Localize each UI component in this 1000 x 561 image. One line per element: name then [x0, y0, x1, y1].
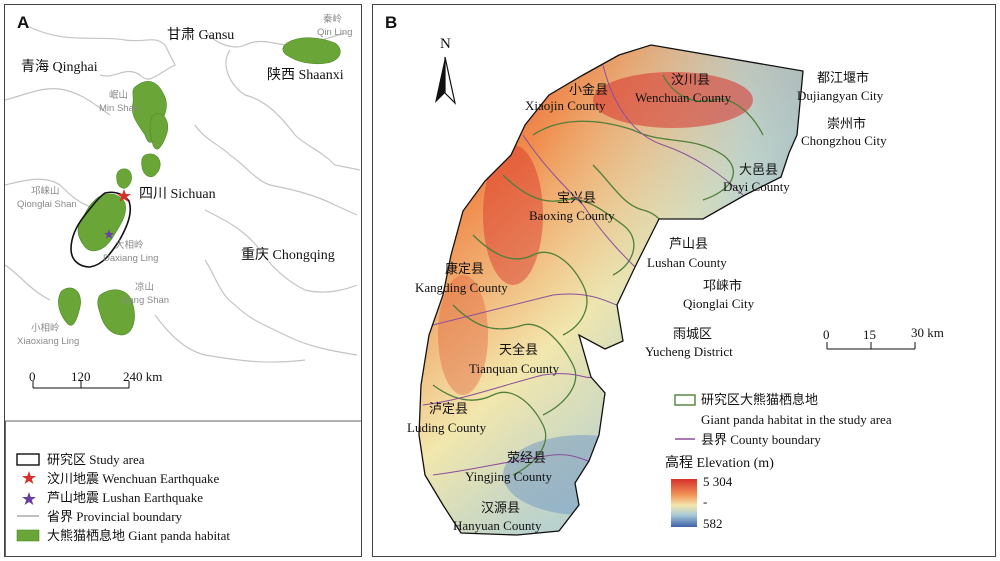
legend-lushan-label: 芦山地震 Lushan Earthquake [47, 490, 203, 505]
label-daxiangling-en: Daxiang Ling [103, 253, 159, 264]
county-label-cn: 天全县 [499, 342, 539, 357]
county-label-cn: 汉源县 [481, 500, 521, 515]
county-label-en: Qionglai City [683, 296, 755, 311]
label-sichuan: 四川 Sichuan [139, 187, 216, 202]
overview-map-svg [5, 24, 361, 556]
county-label-en: Dujiangyan City [797, 88, 884, 103]
label-liangshan-cn: 凉山 [135, 282, 155, 293]
panel-b-label: B [385, 13, 398, 32]
county-label-cn: 芦山县 [669, 236, 709, 251]
scalebar-a-0: 0 [29, 369, 36, 384]
panel-b-study-area-map: B N 小金县 Xiaojin County 汶川县 Wenchuan Coun… [372, 4, 996, 557]
county-label-cn: 康定县 [445, 261, 485, 276]
legend-elevation-title: 高程 Elevation (m) [665, 456, 774, 471]
county-label-en: Kangding County [415, 280, 508, 295]
county-label-cn: 邛崃市 [703, 278, 743, 293]
scalebar-a-120: 120 [71, 369, 91, 384]
county-label-cn: 小金县 [569, 82, 609, 97]
legend-boundary-label: 省界 Provincial boundary [47, 509, 183, 524]
county-label-en: Yucheng District [645, 344, 733, 359]
scalebar-b-0: 0 [823, 327, 830, 342]
panel-a-label: A [17, 13, 30, 32]
county-label-en: Chongzhou City [801, 133, 887, 148]
legend-lushan-star-icon [22, 492, 36, 505]
scalebar-b [826, 342, 916, 350]
elevation-legend-ramp [671, 479, 697, 527]
label-shaanxi: 陕西 Shaanxi [267, 68, 344, 83]
county-label-en: Dayi County [723, 179, 790, 194]
north-arrow-icon [435, 56, 457, 105]
legend-a-frame [5, 420, 361, 556]
legend-study-area-swatch [16, 453, 40, 466]
label-daxiangling-cn: 大相岭 [115, 240, 144, 251]
label-liangshan-en: Liang Shan [121, 295, 170, 306]
county-label-cn: 荥经县 [507, 450, 547, 465]
legend-habitat-outline-swatch [674, 394, 696, 406]
legend-wenchuan-label: 汶川地震 Wenchuan Earthquake [47, 471, 220, 486]
legend-wenchuan-star-icon [22, 471, 36, 484]
county-label-cn: 汶川县 [671, 72, 711, 87]
legend-habitat-label: 大熊猫栖息地 Giant panda habitat [47, 528, 231, 543]
legend-county-boundary-label: 县界 County boundary [701, 432, 821, 447]
label-xiaoxiangling-en: Xiaoxiang Ling [17, 336, 80, 347]
study-area-map-svg [418, 44, 916, 536]
county-label-en: Hanyuan County [453, 518, 542, 533]
county-label-cn: 雨城区 [673, 326, 713, 341]
legend-habitat-en: Giant panda habitat in the study area [701, 412, 892, 427]
panel-a-overview-map: A 甘肃 Gansu 青海 Qinghai 陕西 Shaanxi 四川 Sich… [4, 4, 362, 557]
county-label-en: Lushan County [647, 255, 727, 270]
county-label-cn: 泸定县 [429, 401, 469, 416]
county-label-cn: 大邑县 [739, 162, 779, 177]
legend-study-area-label: 研究区 Study area [47, 452, 145, 467]
study-area-boundary [418, 44, 804, 536]
north-label: N [440, 36, 451, 52]
label-qinling-cn: 秦岭 [323, 14, 343, 25]
county-label-cn: 崇州市 [827, 116, 867, 131]
label-qionglaishan-cn: 邛崃山 [31, 186, 60, 197]
giant-panda-habitat-patches [58, 37, 341, 336]
legend-habitat-cn: 研究区大熊猫栖息地 [701, 392, 819, 407]
legend-elev-min: 582 [703, 516, 723, 531]
scalebar-a-240: 240 km [123, 369, 163, 384]
label-qinling-en: Qin Ling [317, 27, 353, 38]
county-label-cn: 宝兴县 [557, 190, 597, 205]
legend-habitat-swatch [16, 529, 40, 542]
county-label-en: Yingjing County [465, 469, 553, 484]
provincial-boundaries [5, 24, 361, 363]
legend-elev-mid-tick: - [703, 494, 708, 509]
county-label-cn: 都江堰市 [817, 70, 870, 85]
label-minshan-en: Min Shan [99, 103, 140, 114]
county-label-en: Xiaojin County [525, 98, 606, 113]
label-gansu: 甘肃 Gansu [167, 28, 235, 43]
county-label-en: Luding County [407, 420, 487, 435]
county-label-en: Tianquan County [469, 361, 560, 376]
label-qionglaishan-en: Qionglai Shan [17, 199, 77, 210]
scalebar-b-15: 15 [863, 327, 876, 342]
county-label-en: Wenchuan County [635, 90, 732, 105]
county-label-en: Baoxing County [529, 208, 615, 223]
scalebar-a [32, 381, 130, 389]
legend-elev-max: 5 304 [703, 474, 733, 489]
habitat-outlines [432, 74, 764, 476]
label-chongqing: 重庆 Chongqing [241, 248, 335, 263]
scalebar-b-30: 30 km [911, 325, 944, 340]
label-xiaoxiangling-cn: 小相岭 [31, 323, 60, 334]
label-qinghai: 青海 Qinghai [21, 60, 98, 75]
label-minshan-cn: 岷山 [109, 90, 129, 101]
